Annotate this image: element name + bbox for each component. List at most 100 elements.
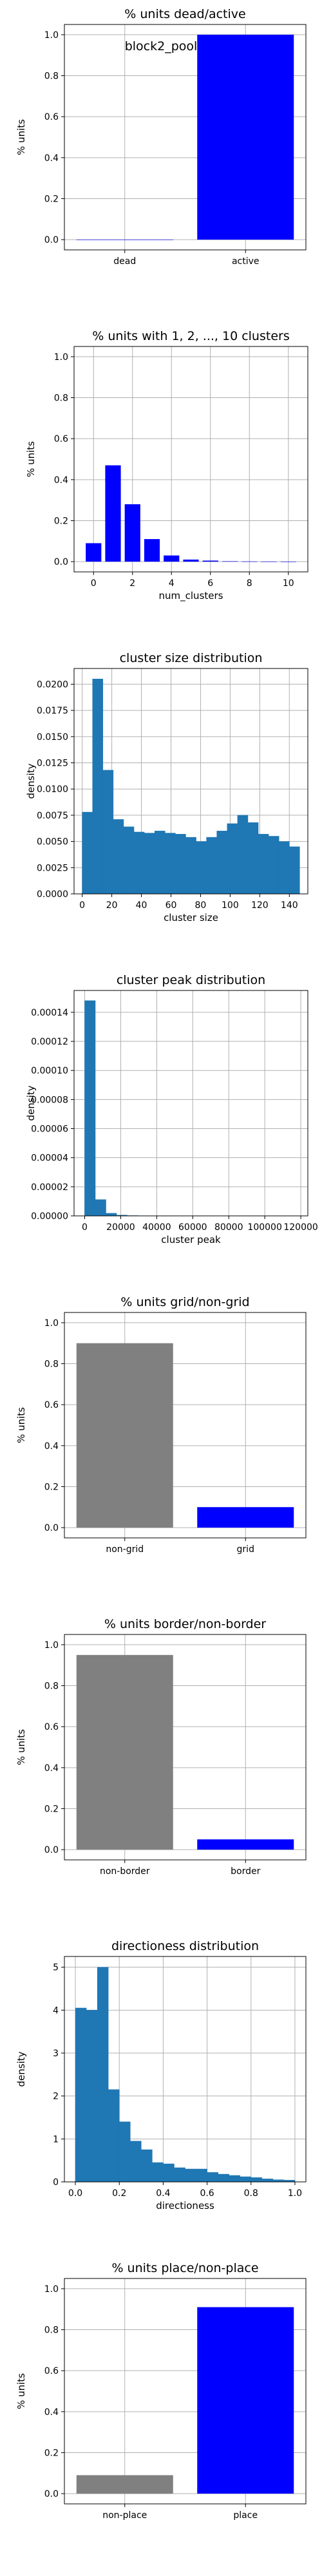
x-tick-label: 2 <box>129 578 135 589</box>
y-axis-label: % units <box>15 119 27 155</box>
x-tick-label: 100000 <box>247 1222 281 1233</box>
y-tick-label: 0.0200 <box>37 679 68 690</box>
y-tick-label: 0.00014 <box>31 1008 68 1018</box>
x-tick-label: grid <box>237 1544 254 1555</box>
gridlines <box>74 990 308 1217</box>
x-tick-label: 20000 <box>106 1222 135 1233</box>
x-tick-label: 120 <box>251 900 269 911</box>
y-tick-label: 0.0100 <box>37 784 68 795</box>
histogram-bin <box>237 815 249 895</box>
histogram-bin <box>92 679 104 895</box>
histogram-bin <box>154 831 166 895</box>
y-tick-label: 0.2 <box>44 1804 59 1814</box>
bar-non-grid <box>76 1343 173 1528</box>
histogram-bin <box>174 2167 185 2183</box>
x-tick-label: 60 <box>166 900 177 911</box>
y-tick-label: 0.00002 <box>31 1182 68 1193</box>
x-axis-label: cluster size <box>164 912 218 923</box>
bars <box>76 2307 294 2494</box>
bar-place <box>197 2307 294 2494</box>
histogram-bin <box>247 822 259 895</box>
histogram-bin <box>82 811 93 895</box>
bars <box>82 679 300 895</box>
y-tick-label: 1 <box>53 2134 59 2145</box>
bar-2 <box>124 504 140 562</box>
histogram-bin <box>163 2163 175 2183</box>
y-tick-label: 0.2 <box>44 194 59 204</box>
x-tick-label: 80 <box>195 900 207 911</box>
histogram-bin <box>95 1199 106 1217</box>
histogram-bin <box>240 2176 252 2183</box>
chart-panel-1: 0.0 0.2 0.4 0.6 0.8 1.0 dead active % units dead… <box>15 7 307 267</box>
x-tick-label: dead <box>113 256 136 267</box>
y-tick-label: 0.00010 <box>31 1066 68 1076</box>
histogram-bin <box>133 831 145 895</box>
y-tick-label: 0.0150 <box>37 732 68 743</box>
y-axis-label: % units <box>15 1729 27 1765</box>
y-tick-label: 0.4 <box>44 153 59 164</box>
histogram-bin <box>261 2179 274 2183</box>
histogram-bin <box>84 1000 96 1217</box>
axes-frame <box>64 24 307 251</box>
bar-non-border <box>76 1654 173 1850</box>
y-tick-label: 0.6 <box>44 1400 59 1410</box>
chart-panel-2: 0.0 0.2 0.4 0.6 0.8 1.0 0 2 4 6 8 10 % units with 1,… <box>25 329 308 602</box>
bar-6 <box>202 560 218 562</box>
histogram-bin <box>196 841 207 895</box>
y-tick-label: 0.6 <box>44 112 59 122</box>
y-tick-label: 1.0 <box>44 1318 59 1329</box>
histogram-bin <box>196 2168 207 2183</box>
y-tick-label: 0.4 <box>54 475 68 486</box>
histogram-bin <box>144 833 155 895</box>
bar-7 <box>222 561 238 562</box>
x-tick-label: 0 <box>82 1222 88 1233</box>
y-tick-label: 3 <box>53 2049 59 2059</box>
chart-panel-6: 0.0 0.2 0.4 0.6 0.8 1.0 non-border border % unit… <box>15 1617 307 1877</box>
bars <box>76 1343 294 1528</box>
chart-title: % units dead/active <box>124 7 245 21</box>
x-tick-label: place <box>233 2510 258 2521</box>
histogram-bin <box>227 823 238 895</box>
bar-grid <box>197 1507 294 1528</box>
y-tick-label: 0.0175 <box>37 706 68 716</box>
bar-active <box>197 34 294 240</box>
histogram-bin <box>251 2177 263 2183</box>
histogram-bin <box>206 837 217 895</box>
x-tick-label: non-grid <box>106 1544 144 1555</box>
histogram-bin <box>130 2141 142 2183</box>
histogram-bin <box>141 2149 153 2183</box>
chart-panel-5: 0.0 0.2 0.4 0.6 0.8 1.0 non-grid grid % units gr… <box>15 1295 307 1555</box>
bar-1 <box>105 465 121 562</box>
x-tick-label: 1.0 <box>288 2188 302 2199</box>
histogram-bin <box>102 770 114 895</box>
x-axis-label: num_clusters <box>159 590 223 602</box>
histogram-bin <box>108 2089 120 2183</box>
x-tick-label: 0.0 <box>68 2188 82 2199</box>
axes-frame <box>64 2278 307 2505</box>
y-tick-label: 0.6 <box>44 1722 59 1732</box>
y-tick-label: 4 <box>53 2005 59 2016</box>
y-tick-label: 0.00012 <box>31 1037 68 1047</box>
y-axis-label: % units <box>15 1407 27 1443</box>
x-tick-label: 40 <box>136 900 147 911</box>
histogram-bin <box>289 846 300 895</box>
chart-title: cluster peak distribution <box>117 973 265 987</box>
y-tick-label: 0.0050 <box>37 837 68 848</box>
bars <box>75 1967 296 2183</box>
x-tick-label: 6 <box>207 578 213 589</box>
chart-title: % units border/non-border <box>104 1617 266 1631</box>
y-tick-label: 1.0 <box>44 2284 59 2295</box>
bars <box>76 1654 294 1850</box>
x-tick-label: 0.2 <box>112 2188 126 2199</box>
chart-title: % units place/non-place <box>111 2261 258 2275</box>
histogram-bin <box>207 2172 218 2183</box>
axes-frame <box>64 1312 307 1539</box>
x-tick-label: active <box>232 256 260 267</box>
bar-4 <box>164 555 180 562</box>
x-tick-label: 80000 <box>214 1222 243 1233</box>
histogram-bin <box>75 2007 87 2183</box>
y-axis-label: density <box>25 1085 37 1121</box>
x-tick-label: 0.8 <box>244 2188 258 2199</box>
y-tick-label: 0.0 <box>54 557 68 567</box>
y-tick-label: 0.0025 <box>37 863 68 873</box>
